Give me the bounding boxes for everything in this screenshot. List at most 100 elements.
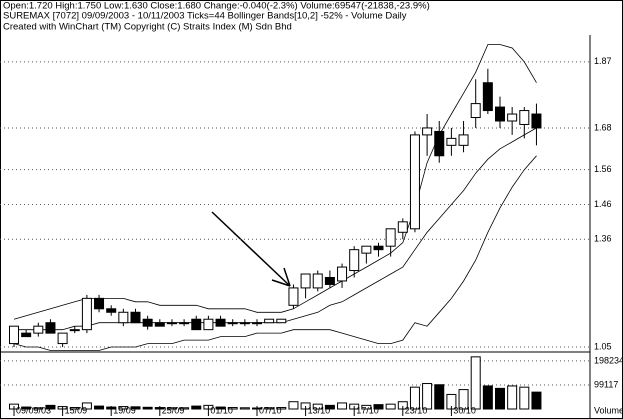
volume-bar [312, 403, 323, 410]
x-tick-label: 13/10 [308, 405, 331, 415]
candle-body [94, 297, 105, 310]
x-tick-label: 15/09 [65, 405, 88, 415]
candle-body [507, 113, 518, 122]
x-tick-label: 17/10 [356, 405, 379, 415]
volume-bar [337, 402, 348, 410]
candle-body [154, 322, 165, 327]
volume-bar [324, 404, 335, 410]
candle-body [409, 134, 420, 230]
candle-body [312, 273, 323, 289]
chart-title: Open:1.720 High:1.750 Low:1.630 Close:1.… [3, 1, 430, 12]
volume-bar [166, 407, 177, 410]
chart-caption: Created with WinChart (TM) Copyright (C)… [3, 22, 292, 33]
volume-bar [69, 407, 80, 410]
candle-body [300, 273, 311, 289]
candle-body [446, 137, 457, 146]
volume-bar [409, 386, 420, 410]
candle-body [482, 82, 493, 112]
x-tick-label: 07/10 [259, 405, 282, 415]
candle-body [252, 322, 262, 325]
candle-body [215, 318, 226, 327]
volume-bar [227, 407, 238, 410]
volume-bar [470, 356, 481, 410]
candle-body [531, 113, 542, 129]
volume-bar [191, 405, 202, 410]
candle-body [45, 322, 56, 334]
x-tick-label: 01/10 [210, 405, 233, 415]
volume-bar [458, 389, 469, 410]
volume-axis-label: Volume [594, 405, 623, 415]
volume-bar [118, 406, 129, 410]
volume-bar [361, 404, 372, 410]
x-tick-label: 23/10 [405, 405, 428, 415]
volume-bar [482, 385, 493, 410]
candle-body [264, 318, 275, 324]
y-tick-label: 1.56 [594, 164, 612, 174]
bollinger-band [13, 155, 537, 351]
chart-subtitle: SUREMAX [7072] 09/09/2003 - 10/11/2003 T… [3, 11, 407, 22]
volume-bar [21, 406, 32, 410]
volume-bar [33, 407, 44, 410]
candle-body [276, 318, 287, 324]
volume-bar [215, 406, 226, 410]
x-tick-label: 09/09/03 [16, 405, 51, 415]
volume-bar [531, 391, 542, 410]
candle-body [288, 287, 299, 306]
x-tick-label: 30/10 [453, 405, 476, 415]
volume-bar [264, 407, 275, 410]
x-tick-label: 25/09 [162, 405, 185, 415]
candle-body [337, 266, 348, 282]
candle-body [166, 322, 177, 325]
volume-bar [81, 402, 92, 410]
candle-body [361, 245, 372, 254]
candle-body [385, 228, 396, 247]
y-tick-label: 1.05 [594, 341, 612, 351]
candle-body [118, 311, 129, 324]
candle-body [495, 106, 505, 122]
candle-body [434, 130, 445, 157]
candle-body [69, 329, 80, 332]
candle-body [239, 322, 250, 325]
annotation-arrow [211, 211, 291, 287]
y-tick-label: 99117 [594, 379, 618, 389]
candle-body [349, 249, 360, 272]
candle-body [324, 276, 335, 285]
bollinger-band [14, 127, 537, 331]
candle-body [191, 318, 202, 331]
volume-bar [130, 406, 141, 410]
y-tick-label: 1.68 [594, 122, 612, 132]
candle-body [458, 134, 469, 146]
candle-body [227, 322, 238, 325]
volume-bar [422, 383, 433, 410]
candle-body [130, 311, 141, 324]
x-tick-label: 19/09 [113, 405, 136, 415]
volume-bar [495, 387, 505, 410]
volume-bar [45, 404, 56, 410]
candle-body [397, 221, 408, 233]
y-tick-label: 1.46 [594, 199, 612, 209]
volume-bar [385, 403, 396, 410]
candle-body [81, 297, 92, 331]
volume-bar [373, 404, 384, 410]
candle-body [142, 318, 153, 327]
volume-bar [179, 407, 190, 410]
candle-body [422, 127, 433, 136]
volume-bar [142, 406, 153, 410]
candle-body [21, 332, 32, 338]
y-tick-label: 198234 [594, 355, 623, 365]
volume-bar [288, 401, 299, 410]
candle-body [373, 245, 384, 251]
volume-bar [276, 407, 287, 410]
volume-bar [94, 405, 105, 410]
candle-body [470, 103, 481, 119]
candle-body [33, 325, 44, 334]
volume-bar [507, 385, 518, 410]
y-tick-label: 1.87 [594, 56, 612, 66]
volume-bar [239, 407, 250, 410]
volume-bar [519, 386, 530, 410]
candle-body [519, 110, 530, 125]
candle-body [57, 332, 68, 345]
y-tick-label: 1.36 [594, 234, 612, 244]
